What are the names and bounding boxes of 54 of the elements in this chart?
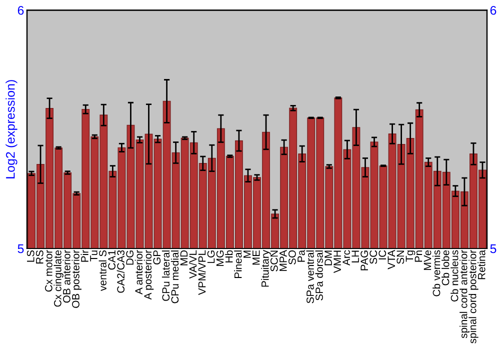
y-axis-title: Log2 (expression)	[6, 80, 18, 178]
x-tick-label: SPa dorsal	[315, 250, 323, 300]
x-tick-label: OB posterior	[72, 250, 82, 308]
x-tick-label: GP	[153, 250, 161, 264]
x-tick-label: LG	[207, 250, 215, 263]
x-tick-label: ventral S	[98, 250, 106, 291]
x-tick-label: SO	[288, 250, 296, 264]
x-tick-label: SC	[370, 250, 378, 264]
x-tick-label: VPM/VPL	[198, 250, 206, 295]
x-tick-label: Retina	[478, 250, 486, 280]
x-tick-label: Cb vermis	[432, 250, 440, 296]
x-tick-label: Cx cingulate	[54, 250, 64, 307]
x-tick-label: ME	[252, 250, 260, 265]
x-tick-label: MD	[180, 250, 188, 266]
x-tick-label: SN	[396, 250, 404, 264]
x-tick-label: spinal cord posterior	[468, 250, 478, 344]
x-tick-label: DM	[324, 250, 332, 266]
x-tick-label: Cb nucleus	[450, 250, 458, 302]
x-tick-label: M	[244, 250, 251, 258]
x-tick-label: IC	[378, 250, 386, 260]
x-tick-label: Pituitary	[261, 250, 271, 287]
x-tick-label: Cb lobe	[442, 250, 450, 286]
y2-tick-label: 6	[490, 6, 496, 15]
x-tick-label: RS	[36, 250, 44, 264]
x-tick-label: OB anterior	[62, 250, 70, 303]
x-tick-label: Tu	[90, 250, 98, 262]
x-tick-label: A anterior	[134, 250, 143, 294]
x-tick-label: Tg	[406, 250, 416, 262]
x-tick-label: Cx motor	[44, 250, 52, 292]
x-tick-label: A posterior	[144, 250, 154, 300]
x-tick-label: CPu medial	[170, 250, 179, 304]
x-tick-label: SCN	[270, 250, 278, 272]
x-tick-label: Arc	[342, 250, 350, 266]
x-tick-label: VA/VL	[189, 250, 197, 279]
x-tick-label: Pa	[298, 250, 305, 262]
x-tick-label: CA2/CA3	[116, 250, 124, 293]
x-tick-label: Pineal	[234, 250, 242, 278]
x-tick-label: Pir	[80, 250, 88, 262]
x-tick-label: LS	[26, 250, 34, 262]
x-tick-label: DG	[126, 250, 134, 265]
x-tick-label: VTA	[388, 250, 395, 270]
x-tick-label: PAG	[360, 250, 368, 270]
x-tick-label: VMH	[334, 250, 341, 273]
x-tick-label: spinal cord anterior	[460, 250, 470, 338]
x-tick-label: SPa ventral	[306, 250, 314, 304]
x-tick-label: CA1	[108, 250, 116, 270]
x-tick-label: MG	[216, 250, 224, 266]
x-tick-label: LH	[352, 250, 359, 262]
y2-tick-label: 5	[490, 244, 496, 254]
x-tick-label: CPu lateral	[162, 250, 170, 301]
x-tick-label: MVe	[424, 250, 432, 270]
x-tick-label: MPA	[280, 250, 287, 271]
x-tick-label: Hb	[225, 250, 233, 262]
x-tick-label: Pn	[414, 250, 422, 262]
